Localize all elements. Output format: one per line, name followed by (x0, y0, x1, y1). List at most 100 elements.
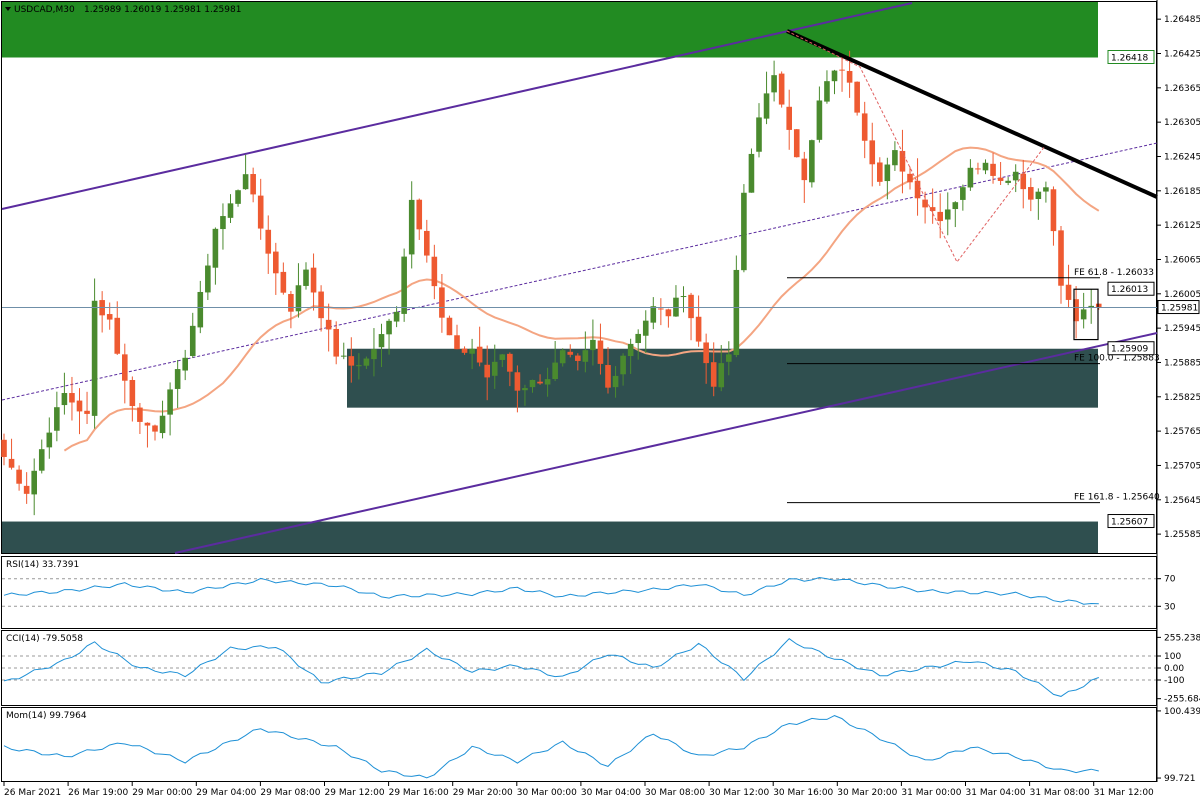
bear-candle (907, 173, 913, 183)
bull-candle (356, 365, 362, 367)
moving-average-line (63, 146, 1100, 452)
price-marker-box (1107, 514, 1155, 529)
bear-candle (1020, 173, 1027, 190)
bear-candle (861, 113, 868, 141)
bull-candle (1012, 171, 1019, 181)
price-tick-label: 1.26185 (1164, 187, 1200, 197)
time-tick-label: 30 Mar 04:00 (581, 788, 641, 798)
time-tick-label: 29 Mar 08:00 (260, 788, 320, 798)
bull-candle (197, 291, 204, 328)
price-tick-label: 1.26245 (1164, 152, 1200, 162)
channel-lower-line (174, 332, 1158, 554)
bull-candle (235, 190, 241, 204)
bear-candle (929, 207, 936, 211)
bear-candle (144, 422, 151, 426)
bear-candle (122, 354, 128, 381)
bear-candle (997, 177, 1004, 181)
cci-label: CCI(14) -79.5058 (6, 634, 83, 644)
ohlc-readout: 1.25989 1.26019 1.25981 1.25981 (84, 5, 241, 15)
resistance-trendline (786, 29, 1158, 199)
bull-candle (242, 174, 249, 190)
bear-candle (273, 251, 279, 274)
bear-candle (1073, 299, 1079, 322)
price-marker-box (1107, 50, 1155, 65)
bull-candle (733, 269, 740, 356)
bear-candle (137, 407, 143, 422)
time-tick-label: 29 Mar 00:00 (132, 788, 192, 798)
bear-candle (1065, 284, 1072, 300)
bull-candle (884, 164, 891, 182)
bear-candle (801, 158, 808, 181)
bull-candle (1005, 180, 1011, 183)
bear-candle (605, 365, 611, 388)
bear-candle (152, 425, 158, 432)
bear-candle (658, 308, 664, 310)
chart-menu-chevron-down-icon[interactable] (5, 7, 11, 11)
bull-candle (952, 202, 959, 210)
bear-candle (914, 180, 921, 199)
bull-candle (371, 349, 377, 360)
bull-candle (741, 192, 747, 271)
bull-candle (529, 379, 536, 388)
bear-candle (786, 106, 792, 130)
time-tick-label: 30 Mar 00:00 (517, 788, 577, 798)
bull-candle (378, 334, 385, 348)
bear-candle (695, 316, 702, 342)
bull-candle (295, 285, 302, 312)
bear-candle (688, 294, 694, 319)
bull-candle (831, 70, 838, 82)
price-tick-label: 1.26005 (1164, 290, 1200, 300)
indicator-level-label: 70 (1164, 575, 1176, 585)
bear-candle (461, 348, 468, 353)
indicator-level-label: 255.238 (1164, 633, 1200, 643)
bear-candle (250, 174, 256, 195)
bull-candle (363, 358, 370, 366)
bear-candle (106, 314, 113, 320)
bull-candle (220, 216, 226, 230)
bear-candle (1058, 230, 1064, 286)
time-tick-label: 29 Mar 16:00 (389, 788, 449, 798)
bull-candle (340, 355, 347, 357)
price-tick-label: 1.25765 (1164, 427, 1200, 437)
bear-candle (793, 129, 800, 158)
bull-candle (1080, 309, 1087, 320)
price-tick-label: 1.25645 (1164, 496, 1200, 506)
bull-candle (408, 199, 415, 255)
bear-candle (507, 353, 513, 372)
bear-candle (846, 71, 853, 83)
bear-candle (922, 199, 928, 208)
supply-zone (2, 2, 1098, 58)
time-tick-label: 30 Mar 16:00 (773, 788, 833, 798)
price-tick-label: 1.26125 (1164, 221, 1200, 231)
bear-candle (514, 372, 521, 391)
bear-candle (990, 163, 996, 176)
bear-candle (431, 256, 438, 287)
bear-candle (288, 294, 294, 312)
bear-candle (778, 73, 785, 105)
bull-candle (718, 363, 725, 388)
bull-candle (635, 333, 641, 344)
momentum-label: Mom(14) 99.7964 (6, 711, 87, 721)
bear-candle (454, 335, 460, 350)
time-tick-label: 31 Mar 04:00 (966, 788, 1026, 798)
bull-candle (771, 75, 777, 93)
rsi-label: RSI(14) 33.7391 (6, 560, 79, 570)
bull-candle (1088, 305, 1094, 308)
bear-candle (575, 355, 581, 361)
bull-candle (590, 339, 596, 351)
current-price-box (1157, 300, 1200, 315)
bear-candle (280, 271, 287, 293)
bear-candle (476, 346, 483, 363)
bear-candle (84, 410, 90, 414)
bull-candle (816, 100, 823, 140)
bull-candle (227, 203, 234, 218)
price-tick-label: 1.26065 (1164, 255, 1200, 265)
bear-candle (1, 439, 7, 457)
cci-line (3, 638, 1099, 697)
indicator-level-label: 0.00 (1164, 664, 1184, 674)
bull-candle (189, 325, 196, 356)
price-tick-label: 1.26365 (1164, 84, 1200, 94)
bear-candle (424, 230, 430, 256)
bear-candle (318, 291, 324, 319)
